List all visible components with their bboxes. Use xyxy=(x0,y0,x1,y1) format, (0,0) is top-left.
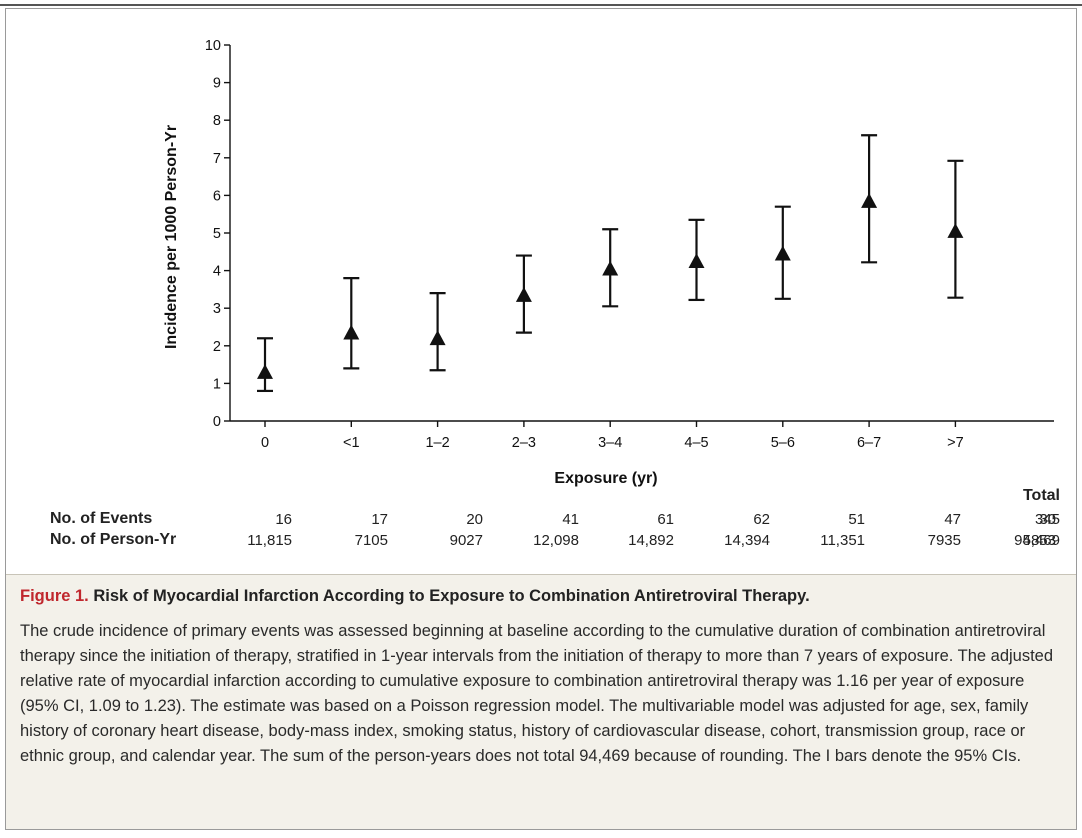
person-years-total: 94,469 xyxy=(1014,532,1060,549)
figure-frame xyxy=(5,8,1077,830)
events-cell-4: 61 xyxy=(657,511,674,528)
x-tick-label: 6–7 xyxy=(857,435,881,451)
events-cell-8: 30 xyxy=(1039,511,1056,528)
data-point-triangle xyxy=(947,223,964,238)
x-tick-label: 5–6 xyxy=(771,435,795,451)
figure-number: Figure 1. xyxy=(20,587,89,605)
y-tick-label: 5 xyxy=(213,226,221,242)
x-axis-label: Exposure (yr) xyxy=(554,470,657,487)
person-years-cell-7: 7935 xyxy=(927,532,961,549)
events-cell-7: 47 xyxy=(944,511,961,528)
y-tick-label: 6 xyxy=(213,188,221,204)
person-years-cell-0: 11,815 xyxy=(247,532,292,549)
y-tick-label: 2 xyxy=(213,339,221,355)
person-years-cell-2: 9027 xyxy=(449,532,483,549)
data-point-triangle xyxy=(688,253,705,268)
axes: 0 1 2 3 4 5 6 7 8 9 10 0 <1 1–2 2–3 3–4 4–5 5–6 6–7 >7 xyxy=(205,38,1054,451)
x-tick-label: 2–3 xyxy=(512,435,536,451)
data-marks xyxy=(257,134,964,393)
events-cell-1: 17 xyxy=(371,511,388,528)
person-years-cell-3: 12,098 xyxy=(533,532,579,549)
y-tick-label: 1 xyxy=(213,376,221,392)
events-total: 345 xyxy=(1034,511,1060,528)
x-tick-label: 0 xyxy=(261,435,269,451)
total-column-header: Total xyxy=(1022,487,1060,504)
person-years-cell-1: 7105 xyxy=(354,532,388,549)
x-tick-label: <1 xyxy=(343,435,360,451)
caption-title: Figure 1. Risk of Myocardial Infarction … xyxy=(20,587,810,606)
data-point-triangle xyxy=(515,287,532,302)
x-tick-label: 4–5 xyxy=(684,435,708,451)
events-cell-2: 20 xyxy=(466,511,483,528)
x-tick-label: >7 xyxy=(947,435,964,451)
data-point-triangle xyxy=(602,260,619,276)
y-tick-label: 0 xyxy=(213,414,221,430)
data-point-triangle xyxy=(861,193,878,208)
events-cell-3: 41 xyxy=(562,511,579,528)
data-point-triangle xyxy=(343,324,360,340)
y-tick-label: 7 xyxy=(213,151,221,167)
x-tick-label: 3–4 xyxy=(598,435,622,451)
top-rule xyxy=(0,4,1082,6)
data-point-triangle xyxy=(257,364,273,379)
person-years-row-label: No. of Person-Yr xyxy=(50,531,177,548)
y-tick-label: 10 xyxy=(205,38,221,54)
data-point-triangle xyxy=(429,330,446,346)
data-point-triangle xyxy=(774,245,791,261)
person-years-cell-5: 14,394 xyxy=(724,532,770,549)
y-tick-label: 9 xyxy=(213,76,221,92)
chart: 0 1 2 3 4 5 6 7 8 9 10 0 <1 1–2 2–3 3–4 4–5 5–6 6–7 >7 Inci… xyxy=(163,38,1054,487)
person-years-cell-8: 5853 xyxy=(1022,532,1056,549)
caption-title-text: Risk of Myocardial Infarction According … xyxy=(93,587,810,605)
events-row-label: No. of Events xyxy=(50,510,153,527)
figure-caption: Figure 1. Risk of Myocardial Infarction … xyxy=(6,574,1076,829)
y-tick-label: 3 xyxy=(213,301,221,317)
person-years-cell-6: 11,351 xyxy=(820,532,865,549)
y-axis-label: Incidence per 1000 Person-Yr xyxy=(163,125,180,349)
person-years-cell-4: 14,892 xyxy=(628,532,674,549)
y-tick-label: 4 xyxy=(213,264,221,280)
y-tick-label: 8 xyxy=(213,113,221,129)
events-cell-0: 16 xyxy=(275,511,292,528)
x-tick-label: 1–2 xyxy=(425,435,449,451)
events-cell-5: 62 xyxy=(753,511,770,528)
events-cell-6: 51 xyxy=(848,511,865,528)
caption-body: The crude incidence of primary events wa… xyxy=(20,622,1054,765)
